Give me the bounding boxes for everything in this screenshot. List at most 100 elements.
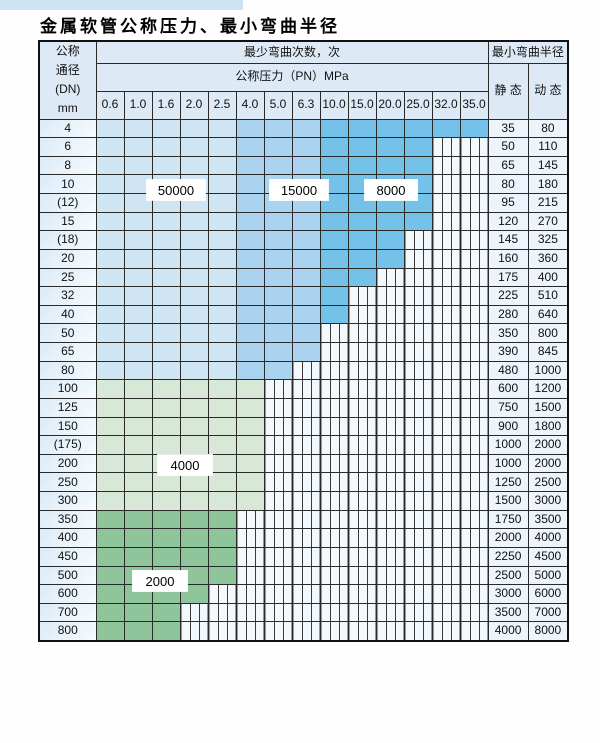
spec-cell	[263, 155, 293, 176]
spec-cell	[95, 435, 125, 455]
spec-cell	[235, 230, 265, 250]
no-spec-cell	[319, 360, 349, 381]
no-spec-cell	[291, 397, 321, 418]
spec-cell	[95, 416, 125, 437]
spec-cell	[95, 360, 125, 381]
no-spec-cell	[459, 528, 489, 548]
no-spec-cell	[459, 435, 489, 455]
spec-cell	[319, 211, 349, 232]
spec-cell	[151, 342, 181, 362]
spec-cell	[235, 342, 265, 362]
no-spec-cell	[347, 286, 377, 306]
spec-cell	[151, 286, 181, 306]
static-radius-cell: 35	[487, 118, 529, 139]
no-spec-cell	[431, 602, 461, 623]
spec-cell	[459, 118, 489, 139]
spec-cell	[347, 118, 377, 139]
dn-cell: 600	[38, 584, 97, 604]
static-radius-cell: 2500	[487, 565, 529, 586]
spec-cell	[151, 323, 181, 343]
dynamic-radius-cell: 80	[527, 118, 569, 139]
static-radius-cell: 1500	[487, 491, 529, 511]
no-spec-cell	[291, 472, 321, 492]
spec-cell	[95, 230, 125, 250]
spec-cell	[375, 137, 405, 157]
no-spec-cell	[459, 155, 489, 176]
spec-cell	[235, 304, 265, 325]
static-radius-cell: 1000	[487, 435, 529, 455]
dynamic-radius-cell: 845	[527, 342, 569, 362]
spec-cell	[263, 360, 293, 381]
spec-cell	[291, 342, 321, 362]
dynamic-radius-cell: 1500	[527, 397, 569, 418]
no-spec-cell	[179, 602, 209, 623]
pressure-tick: 2.5	[207, 90, 237, 120]
spec-cell	[291, 155, 321, 176]
no-spec-cell	[347, 472, 377, 492]
no-spec-cell	[291, 453, 321, 474]
spec-cell	[151, 267, 181, 288]
spec-cell	[95, 155, 125, 176]
dynamic-radius-cell: 1000	[527, 360, 569, 381]
spec-cell	[95, 248, 125, 269]
dynamic-radius-cell: 2000	[527, 453, 569, 474]
no-spec-cell	[459, 453, 489, 474]
spec-cell	[151, 528, 181, 548]
dn-cell: (12)	[38, 193, 97, 213]
no-spec-cell	[431, 211, 461, 232]
static-radius-cell: 280	[487, 304, 529, 325]
dynamic-radius-cell: 400	[527, 267, 569, 288]
spec-cell	[179, 397, 209, 418]
spec-cell	[95, 528, 125, 548]
dynamic-radius-cell: 4000	[527, 528, 569, 548]
spec-cell	[375, 211, 405, 232]
no-spec-cell	[347, 584, 377, 604]
spec-cell	[179, 546, 209, 567]
spec-cell	[207, 509, 237, 530]
no-spec-cell	[291, 509, 321, 530]
nominal-pressure-header: 公称压力（PN）MPa	[95, 62, 489, 92]
pressure-tick: 35.0	[459, 90, 489, 120]
no-spec-cell	[459, 323, 489, 343]
page-title: 金属软管公称压力、最小弯曲半径	[40, 17, 340, 37]
spec-cell	[151, 435, 181, 455]
dynamic-radius-cell: 7000	[527, 602, 569, 623]
no-spec-cell	[375, 491, 405, 511]
spec-cell	[95, 379, 125, 399]
spec-cell	[123, 397, 153, 418]
no-spec-cell	[403, 472, 433, 492]
no-spec-cell	[291, 602, 321, 623]
spec-cell	[403, 211, 433, 232]
dynamic-radius-cell: 2500	[527, 472, 569, 492]
spec-cell	[179, 472, 209, 492]
no-spec-cell	[459, 360, 489, 381]
spec-cell	[207, 193, 237, 213]
spec-cell	[123, 416, 153, 437]
spec-cell	[263, 342, 293, 362]
table-row: 25 175 400	[38, 267, 569, 288]
spec-cell	[207, 230, 237, 250]
spec-cell	[123, 379, 153, 399]
spec-table-wrap: 公称 通径 (DN) mm 最少弯曲次数，次 最小弯曲半径 公称压力（PN）MP…	[38, 40, 570, 642]
static-radius-cell: 120	[487, 211, 529, 232]
dn-cell: 8	[38, 155, 97, 176]
spec-cell	[95, 397, 125, 418]
no-spec-cell	[459, 509, 489, 530]
dynamic-radius-cell: 360	[527, 248, 569, 269]
no-spec-cell	[431, 435, 461, 455]
no-spec-cell	[459, 621, 489, 641]
no-spec-cell	[263, 509, 293, 530]
table-row: (18) 145 325	[38, 230, 569, 250]
spec-cell	[235, 435, 265, 455]
spec-cell	[207, 491, 237, 511]
spec-cell	[95, 342, 125, 362]
spec-cell	[151, 602, 181, 623]
no-spec-cell	[375, 528, 405, 548]
spec-cell	[263, 230, 293, 250]
dynamic-radius-cell: 6000	[527, 584, 569, 604]
dn-cell: 300	[38, 491, 97, 511]
no-spec-cell	[319, 621, 349, 641]
no-spec-cell	[319, 565, 349, 586]
no-spec-cell	[403, 286, 433, 306]
spec-cell	[347, 267, 377, 288]
